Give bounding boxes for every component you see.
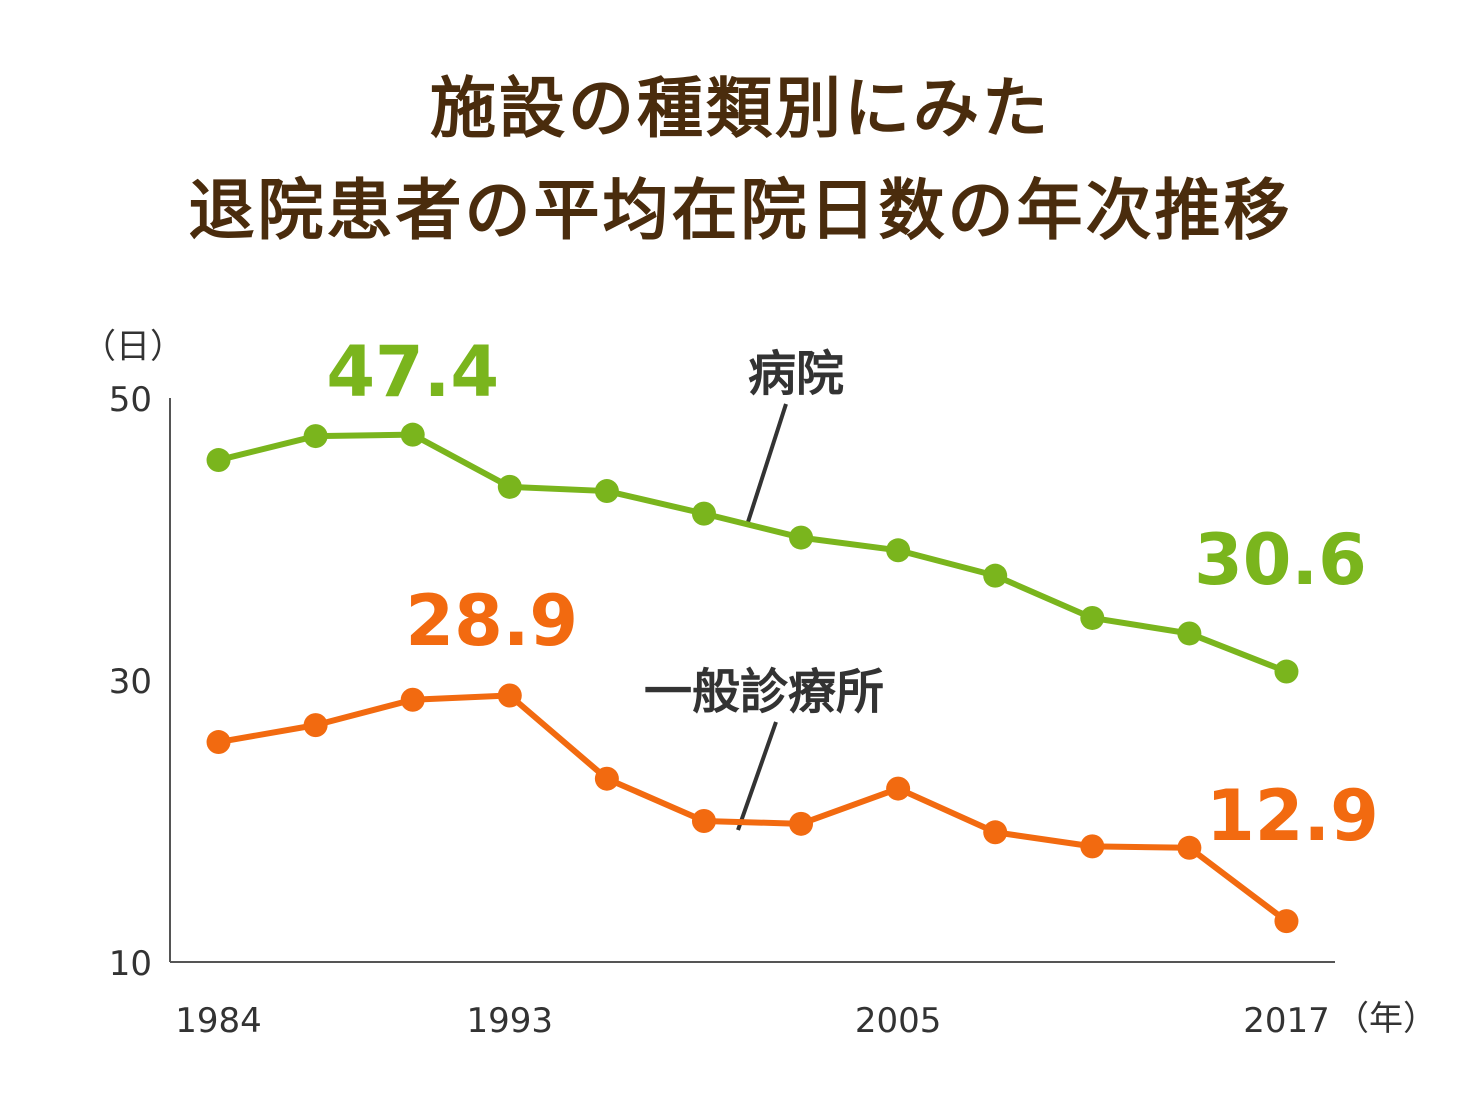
data-point [886, 538, 911, 563]
leader-line-1 [746, 403, 788, 523]
leader-lines [736, 403, 788, 831]
y-tick-label: 50 [109, 380, 152, 420]
series-points [206, 422, 1299, 934]
y-tick-label: 10 [109, 944, 152, 984]
x-tick-label: 1993 [467, 1001, 554, 1041]
data-point [594, 766, 619, 791]
value-labels: 47.4 30.6 28.9 12.9 [326, 331, 1378, 857]
data-point [1177, 835, 1202, 860]
y-tick-label: 30 [109, 662, 152, 702]
x-tick-labels: 1984 1993 2005 2017 [175, 1001, 1329, 1041]
data-point [594, 479, 619, 504]
data-point [1080, 834, 1105, 859]
series-line-2 [218, 692, 1289, 924]
data-point [691, 809, 716, 833]
data-point [206, 730, 231, 755]
value-label: 30.6 [1194, 519, 1367, 601]
chart-title-line-2: 退院患者の平均在院日数の年次推移 [188, 172, 1293, 249]
data-point [983, 820, 1008, 845]
value-label: 47.4 [326, 331, 499, 413]
series-lines [217, 431, 1289, 924]
data-point [206, 448, 231, 473]
data-point [400, 687, 425, 712]
y-axis-unit: （日） [82, 327, 184, 367]
chart-title: 施設の種類別にみた 退院患者の平均在院日数の年次推移 [0, 58, 1481, 262]
series-line-1 [217, 431, 1288, 675]
value-label: 28.9 [405, 580, 578, 662]
data-point [303, 713, 328, 738]
data-point [497, 474, 522, 499]
x-axis-unit: （年） [1335, 999, 1437, 1039]
data-point [691, 501, 716, 526]
data-point [1080, 605, 1105, 630]
data-point [983, 563, 1008, 588]
data-point [303, 424, 328, 449]
y-tick-labels: 10 30 50 [109, 380, 152, 984]
data-point [789, 811, 814, 836]
data-point [1274, 659, 1299, 684]
data-point [886, 776, 911, 801]
data-point [400, 422, 425, 447]
data-point [497, 683, 522, 708]
leader-line-2 [736, 721, 778, 831]
axes [169, 398, 1335, 963]
x-tick-label: 2017 [1243, 1001, 1330, 1041]
data-point [1177, 621, 1202, 646]
series-label: 一般診療所 [644, 664, 884, 720]
value-label: 12.9 [1206, 775, 1379, 857]
x-tick-label: 1984 [175, 1001, 262, 1041]
data-point [1274, 909, 1299, 934]
chart-title-line-1: 施設の種類別にみた [430, 70, 1051, 147]
data-point [789, 525, 814, 550]
x-tick-label: 2005 [855, 1001, 942, 1041]
series-label: 病院 [748, 346, 844, 402]
